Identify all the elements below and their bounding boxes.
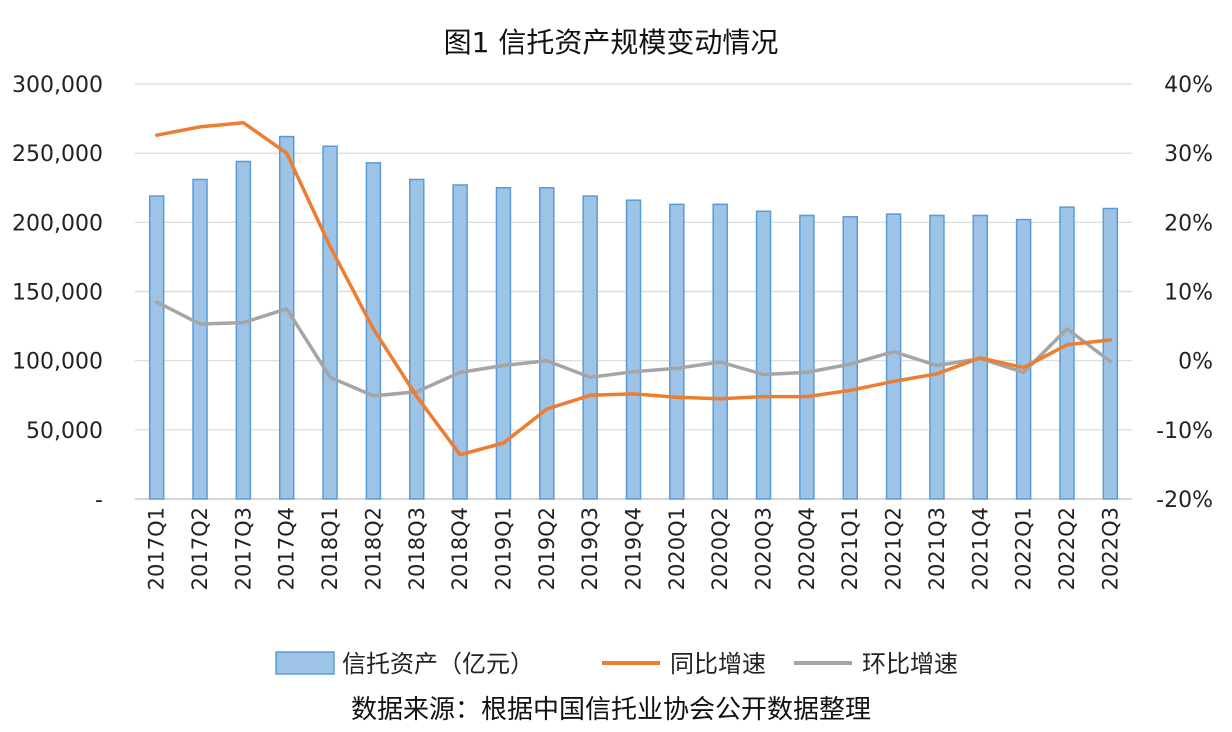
yoy-growth-line xyxy=(154,120,1113,457)
bar xyxy=(452,184,468,500)
x-tick-label: 2017Q1 xyxy=(145,507,169,590)
x-tick-label: 2021Q3 xyxy=(925,507,949,590)
x-tick-label: 2022Q1 xyxy=(1012,507,1036,590)
left-y-axis: - 50,000 100,000 150,000 200,000 250,000 300,0… xyxy=(12,73,103,513)
bar xyxy=(669,203,685,500)
bar xyxy=(495,187,512,500)
source-note: 数据来源：根据中国信托业协会公开数据整理 xyxy=(351,695,871,725)
legend-label-assets: 信托资产（亿元） xyxy=(342,650,534,678)
bar xyxy=(625,199,642,500)
bar xyxy=(322,145,338,500)
right-tick-label: 40% xyxy=(1164,73,1213,98)
x-tick-label: 2018Q3 xyxy=(405,507,429,590)
x-tick-label: 2019Q2 xyxy=(535,507,559,590)
bar xyxy=(1015,218,1032,500)
x-tick-label: 2022Q3 xyxy=(1098,507,1122,590)
left-tick-label: 100,000 xyxy=(12,350,103,375)
x-tick-label: 2017Q4 xyxy=(275,507,299,590)
left-tick-label: 50,000 xyxy=(26,419,103,444)
bar xyxy=(539,187,555,500)
legend-swatch-bar xyxy=(275,651,335,675)
line-series xyxy=(154,120,1113,457)
bar xyxy=(842,216,858,500)
bar xyxy=(1059,206,1075,500)
bar xyxy=(929,214,945,500)
legend-label-qoq: 环比增速 xyxy=(862,650,958,678)
x-tick-label: 2021Q1 xyxy=(838,507,862,590)
right-tick-label: 20% xyxy=(1164,211,1213,236)
x-tick-label: 2020Q3 xyxy=(752,507,776,590)
x-tick-label: 2021Q2 xyxy=(882,507,906,590)
x-tick-label: 2020Q4 xyxy=(795,507,819,590)
x-tick-label: 2018Q1 xyxy=(318,507,342,590)
x-tick-label: 2017Q3 xyxy=(231,507,255,590)
bar xyxy=(235,160,252,500)
x-tick-label: 2019Q4 xyxy=(622,507,646,590)
x-tick-label: 2020Q2 xyxy=(708,507,732,590)
x-tick-label: 2020Q1 xyxy=(665,507,689,590)
x-axis: 2017Q1 2017Q2 2017Q3 2017Q4 2018Q1 2018Q2 2018… xyxy=(145,507,1123,590)
x-tick-label: 2017Q2 xyxy=(188,507,212,590)
legend-label-yoy: 同比增速 xyxy=(670,650,766,678)
right-tick-label: -10% xyxy=(1156,419,1213,444)
left-tick-label: - xyxy=(95,488,103,513)
bar xyxy=(192,178,208,500)
left-tick-label: 300,000 xyxy=(12,73,103,98)
x-tick-label: 2019Q3 xyxy=(578,507,602,590)
left-tick-label: 250,000 xyxy=(12,142,103,167)
bar xyxy=(799,214,815,500)
x-tick-label: 2019Q1 xyxy=(491,507,515,590)
qoq-growth-line xyxy=(154,300,1113,398)
bar xyxy=(148,195,165,500)
x-tick-label: 2018Q4 xyxy=(448,507,472,590)
legend: 信托资产（亿元） 同比增速 环比增速 xyxy=(275,650,958,678)
bar xyxy=(409,178,425,500)
bar xyxy=(1102,207,1119,500)
right-tick-label: -20% xyxy=(1156,488,1213,513)
x-tick-label: 2021Q4 xyxy=(968,507,992,590)
right-tick-label: 10% xyxy=(1164,281,1213,306)
bar xyxy=(582,195,598,500)
bar xyxy=(885,213,902,500)
right-y-axis: -20% -10% 0% 10% 20% 30% 40% xyxy=(1156,73,1213,513)
left-tick-label: 150,000 xyxy=(12,281,103,306)
x-tick-label: 2018Q2 xyxy=(361,507,385,590)
x-tick-label: 2022Q2 xyxy=(1055,507,1079,590)
right-tick-label: 30% xyxy=(1164,142,1213,167)
right-tick-label: 0% xyxy=(1178,350,1213,375)
bar xyxy=(755,210,772,500)
bar-series xyxy=(148,135,1119,500)
chart-title: 图1 信托资产规模变动情况 xyxy=(444,26,779,59)
bar xyxy=(712,203,728,500)
left-tick-label: 200,000 xyxy=(12,211,103,236)
